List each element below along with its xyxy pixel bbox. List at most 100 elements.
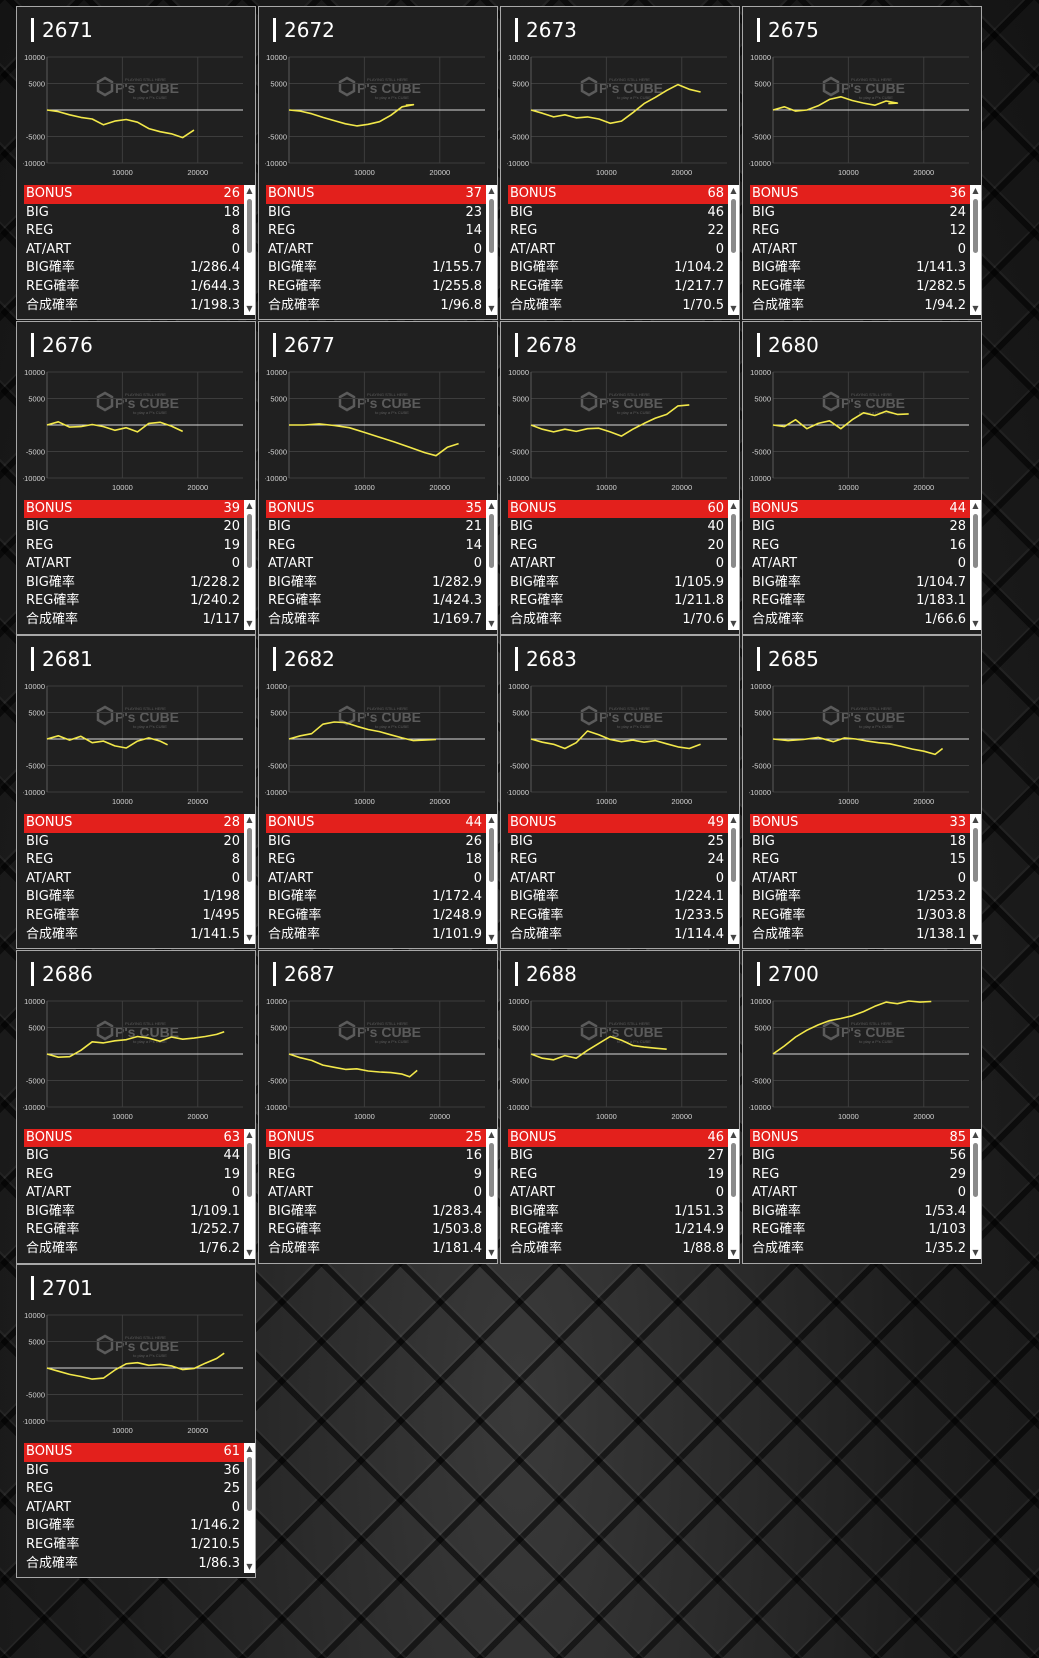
scroll-thumb[interactable] [731, 199, 736, 253]
scroll-thumb[interactable] [489, 199, 494, 253]
machine-card[interactable]: 2700 P's CUBE PLAYING STILL HERE to play a … [742, 949, 982, 1264]
scroll-thumb[interactable] [973, 199, 978, 253]
scroll-down-icon[interactable]: ▼ [730, 1247, 737, 1257]
scroll-thumb[interactable] [247, 828, 252, 882]
stats-scrollbar[interactable]: ▲ ▼ [486, 814, 497, 944]
scroll-thumb[interactable] [247, 1142, 252, 1197]
scroll-down-icon[interactable]: ▼ [488, 933, 495, 942]
machine-card[interactable]: 2683 P's CUBE PLAYING STILL HERE to play a … [500, 635, 740, 949]
scroll-thumb[interactable] [731, 828, 736, 882]
scroll-up-icon[interactable]: ▲ [972, 815, 979, 824]
stats-scrollbar[interactable]: ▲ ▼ [728, 814, 739, 944]
stat-row-bonus: BONUS 49 [508, 814, 728, 833]
scroll-up-icon[interactable]: ▲ [488, 186, 495, 195]
scroll-up-icon[interactable]: ▲ [488, 815, 495, 824]
scroll-thumb[interactable] [731, 513, 736, 568]
scroll-down-icon[interactable]: ▼ [246, 618, 253, 628]
scroll-up-icon[interactable]: ▲ [246, 815, 253, 824]
scroll-up-icon[interactable]: ▲ [488, 1129, 495, 1139]
scroll-down-icon[interactable]: ▼ [246, 1562, 253, 1571]
scroll-up-icon[interactable]: ▲ [246, 1129, 253, 1139]
stat-value: 14 [465, 223, 482, 239]
scroll-up-icon[interactable]: ▲ [972, 500, 979, 510]
stats-scrollbar[interactable]: ▲ ▼ [970, 499, 981, 630]
machine-card[interactable]: 2671 P's CUBE PLAYING STILL HERE to play a … [16, 6, 256, 320]
stats-scrollbar[interactable]: ▲ ▼ [486, 1128, 497, 1259]
scroll-down-icon[interactable]: ▼ [972, 933, 979, 942]
stats-scrollbar[interactable]: ▲ ▼ [244, 185, 255, 315]
stats-scrollbar[interactable]: ▲ ▼ [244, 1443, 255, 1573]
scroll-up-icon[interactable]: ▲ [972, 1129, 979, 1139]
scroll-up-icon[interactable]: ▲ [246, 500, 253, 510]
scroll-up-icon[interactable]: ▲ [730, 500, 737, 510]
machine-card[interactable]: 2675 P's CUBE PLAYING STILL HERE to play a … [742, 6, 982, 320]
machine-card[interactable]: 2672 P's CUBE PLAYING STILL HERE to play a … [258, 6, 498, 320]
stat-row-at-art: AT/ART 0 [24, 1184, 244, 1203]
scroll-up-icon[interactable]: ▲ [488, 500, 495, 510]
scroll-down-icon[interactable]: ▼ [972, 618, 979, 628]
scroll-down-icon[interactable]: ▼ [972, 304, 979, 313]
scroll-down-icon[interactable]: ▼ [246, 933, 253, 942]
machine-card[interactable]: 2701 P's CUBE PLAYING STILL HERE to play a … [16, 1264, 256, 1578]
scroll-down-icon[interactable]: ▼ [730, 933, 737, 942]
scroll-up-icon[interactable]: ▲ [730, 815, 737, 824]
machine-card[interactable]: 2686 P's CUBE PLAYING STILL HERE to play a … [16, 949, 256, 1264]
scroll-down-icon[interactable]: ▼ [488, 304, 495, 313]
machine-card[interactable]: 2673 P's CUBE PLAYING STILL HERE to play a … [500, 6, 740, 320]
machine-card[interactable]: 2678 P's CUBE PLAYING STILL HERE to play a … [500, 320, 740, 635]
scroll-down-icon[interactable]: ▼ [246, 1247, 253, 1257]
machine-card[interactable]: 2680 P's CUBE PLAYING STILL HERE to play a … [742, 320, 982, 635]
stats-scrollbar[interactable]: ▲ ▼ [244, 1128, 255, 1259]
scroll-thumb[interactable] [247, 199, 252, 253]
scroll-up-icon[interactable]: ▲ [246, 186, 253, 195]
scroll-down-icon[interactable]: ▼ [730, 618, 737, 628]
stats-scrollbar[interactable]: ▲ ▼ [728, 499, 739, 630]
machine-card[interactable]: 2681 P's CUBE PLAYING STILL HERE to play a … [16, 635, 256, 949]
svg-text:PLAYING STILL HERE: PLAYING STILL HERE [125, 1021, 166, 1026]
scroll-up-icon[interactable]: ▲ [730, 1129, 737, 1139]
stats-scrollbar[interactable]: ▲ ▼ [728, 1128, 739, 1259]
stats-scrollbar[interactable]: ▲ ▼ [486, 499, 497, 630]
scroll-thumb[interactable] [973, 513, 978, 568]
scroll-up-icon[interactable]: ▲ [246, 1444, 253, 1453]
machine-card[interactable]: 2688 P's CUBE PLAYING STILL HERE to play a … [500, 949, 740, 1264]
scroll-down-icon[interactable]: ▼ [730, 304, 737, 313]
scroll-down-icon[interactable]: ▼ [488, 618, 495, 628]
machine-card[interactable]: 2677 P's CUBE PLAYING STILL HERE to play a … [258, 320, 498, 635]
stat-value: 1/424.3 [432, 593, 482, 609]
scroll-up-icon[interactable]: ▲ [972, 186, 979, 195]
stat-value: 20 [223, 519, 240, 535]
scroll-thumb[interactable] [489, 1142, 494, 1197]
stats-scrollbar[interactable]: ▲ ▼ [970, 814, 981, 944]
stats-scrollbar[interactable]: ▲ ▼ [728, 185, 739, 315]
stats-scrollbar[interactable]: ▲ ▼ [970, 1128, 981, 1259]
stats-scrollbar[interactable]: ▲ ▼ [244, 499, 255, 630]
machine-card[interactable]: 2687 P's CUBE PLAYING STILL HERE to play a … [258, 949, 498, 1264]
stats-scrollbar[interactable]: ▲ ▼ [244, 814, 255, 944]
scroll-thumb[interactable] [973, 1142, 978, 1197]
svg-text:to play a P's CUBE: to play a P's CUBE [133, 410, 167, 415]
slump-graph: P's CUBE PLAYING STILL HERE to play a P's … [265, 364, 491, 496]
stats-scrollbar[interactable]: ▲ ▼ [970, 185, 981, 315]
scroll-down-icon[interactable]: ▼ [246, 304, 253, 313]
scroll-down-icon[interactable]: ▼ [972, 1247, 979, 1257]
scroll-thumb[interactable] [973, 828, 978, 882]
scroll-thumb[interactable] [489, 828, 494, 882]
stat-label: REG確率 [510, 1222, 564, 1238]
scroll-thumb[interactable] [247, 513, 252, 568]
stat-row-big-rate: BIG確率 1/228.2 [24, 574, 244, 593]
scroll-thumb[interactable] [247, 1457, 252, 1511]
scroll-up-icon[interactable]: ▲ [730, 186, 737, 195]
scroll-thumb[interactable] [731, 1142, 736, 1197]
stats-scrollbar[interactable]: ▲ ▼ [486, 185, 497, 315]
scroll-down-icon[interactable]: ▼ [488, 1247, 495, 1257]
y-tick-label: 5000 [28, 1338, 45, 1347]
slump-graph: P's CUBE PLAYING STILL HERE to play a P's … [507, 49, 733, 181]
machine-card[interactable]: 2676 P's CUBE PLAYING STILL HERE to play a … [16, 320, 256, 635]
machine-card[interactable]: 2685 P's CUBE PLAYING STILL HERE to play a … [742, 635, 982, 949]
machine-card[interactable]: 2682 P's CUBE PLAYING STILL HERE to play a … [258, 635, 498, 949]
scroll-thumb[interactable] [489, 513, 494, 568]
svg-text:P's CUBE: P's CUBE [115, 80, 179, 96]
